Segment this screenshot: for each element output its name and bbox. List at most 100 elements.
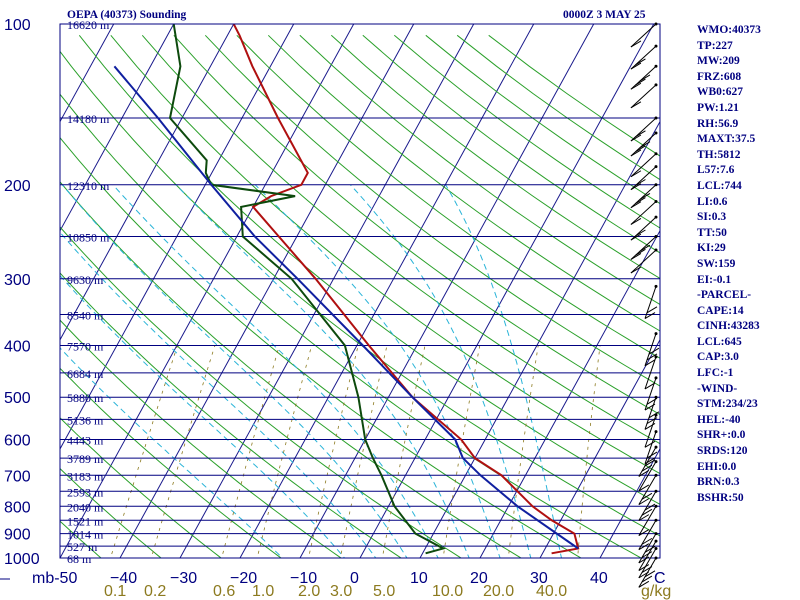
wind-barb bbox=[630, 215, 658, 241]
wind-barb-staff bbox=[630, 153, 657, 178]
height-label: 9630 m bbox=[67, 273, 104, 287]
wind-barb-feather bbox=[644, 545, 656, 553]
wind-barb bbox=[638, 556, 658, 588]
mixing-ratio-label: g/kg bbox=[641, 583, 671, 600]
wind-barb bbox=[638, 445, 658, 477]
mixing-ratio-label: 20.0 bbox=[483, 583, 514, 600]
mixing-ratio-label: 2.0 bbox=[298, 583, 320, 600]
wind-barb-staff bbox=[630, 236, 657, 260]
index-value: PW:1.21 bbox=[697, 101, 739, 114]
wind-barb-staff bbox=[630, 117, 657, 142]
index-value: LFC:-1 bbox=[697, 367, 734, 380]
parcel-profile bbox=[113, 65, 579, 550]
dry-adiabat-line bbox=[60, 226, 462, 558]
mixing-ratio-line bbox=[308, 345, 359, 558]
wind-barb-feather bbox=[638, 564, 650, 571]
mixing-ratio-label: 10.0 bbox=[432, 583, 463, 600]
mixing-ratio-label: 0.2 bbox=[144, 583, 166, 600]
wind-barb-staff bbox=[630, 166, 657, 191]
wind-barb-origin bbox=[654, 248, 658, 252]
isotherm-line bbox=[299, 24, 595, 558]
wind-barb-feather bbox=[630, 149, 642, 157]
index-value: TT:50 bbox=[697, 226, 727, 239]
wind-barb-staff bbox=[630, 216, 657, 241]
wind-barb bbox=[638, 518, 658, 551]
index-value: LCL:645 bbox=[697, 335, 742, 348]
wind-barb bbox=[630, 116, 658, 142]
height-label: 1521 m bbox=[67, 514, 104, 528]
dry-adiabat-line bbox=[60, 181, 522, 558]
wind-barb-origin bbox=[654, 284, 658, 288]
index-value: SI:0.3 bbox=[697, 211, 727, 224]
mixing-ratio-line bbox=[507, 345, 539, 558]
wind-barb bbox=[630, 234, 658, 260]
mixing-ratio-label: 3.0 bbox=[330, 583, 352, 600]
wind-barb-origin bbox=[654, 445, 658, 449]
wind-barb-origin bbox=[654, 200, 658, 204]
height-label: 68 m bbox=[67, 552, 92, 566]
index-value: -PARCEL- bbox=[697, 289, 752, 302]
wind-barb-staff bbox=[630, 249, 657, 274]
wind-barb-origin bbox=[654, 165, 658, 169]
wind-barb-origin bbox=[654, 183, 658, 187]
wind-barb-staff bbox=[630, 45, 657, 70]
index-value: LCL:744 bbox=[697, 179, 742, 192]
mixing-ratio-line bbox=[577, 345, 601, 558]
wind-barb-feather bbox=[635, 229, 646, 237]
index-value: TP:227 bbox=[697, 39, 733, 52]
dry-adiabat-line bbox=[60, 93, 643, 558]
wind-barb-feather bbox=[630, 82, 642, 90]
isotherm-line bbox=[60, 24, 235, 341]
wind-barb-feather bbox=[644, 503, 656, 511]
dry-adiabat-line bbox=[60, 272, 402, 558]
wind-barb-origin bbox=[654, 473, 658, 477]
index-value: BRN:0.3 bbox=[697, 476, 740, 489]
mixing-ratio-line bbox=[256, 345, 312, 558]
index-value: WB0:627 bbox=[697, 86, 743, 99]
wind-barb-feather bbox=[638, 529, 650, 537]
chart-time: 0000Z 3 MAY 25 bbox=[563, 9, 646, 21]
wind-barb-feather bbox=[635, 197, 646, 205]
wind-barb-staff bbox=[638, 520, 657, 550]
wind-barb-origin bbox=[654, 430, 658, 434]
sounding-profiles bbox=[113, 24, 580, 555]
wind-barb-feather bbox=[630, 40, 642, 48]
wind-barb bbox=[630, 131, 658, 157]
dry-adiabat-line bbox=[60, 50, 660, 537]
wind-barb-feather bbox=[639, 193, 651, 200]
index-value: CINH:43283 bbox=[697, 320, 760, 333]
isotherm-line bbox=[599, 447, 660, 558]
index-value: EHI:0.0 bbox=[697, 460, 737, 473]
temperature-tick-label: 40 bbox=[590, 570, 608, 587]
wind-barb-feather bbox=[635, 58, 646, 66]
dry-adiabat-line bbox=[60, 467, 162, 558]
wind-barb-feather bbox=[630, 253, 642, 260]
wind-barb-feather bbox=[635, 248, 646, 256]
wind-barb-feather bbox=[646, 306, 658, 314]
wind-barb-feather bbox=[641, 508, 653, 516]
dry-adiabat-line bbox=[330, 34, 660, 280]
wind-barb-origin bbox=[654, 539, 658, 543]
temperature-tick-label: 0 bbox=[350, 570, 359, 587]
wind-barb-feather bbox=[638, 580, 650, 588]
pressure-tick-label: 600 bbox=[4, 433, 31, 450]
wind-barb-staff bbox=[638, 475, 657, 505]
height-label: 12310 m bbox=[67, 179, 110, 193]
wind-barb-feather bbox=[630, 183, 642, 191]
wind-barb bbox=[630, 165, 658, 191]
wind-barb-feather bbox=[639, 244, 651, 252]
wind-barb-feather bbox=[641, 537, 653, 545]
wind-barb-staff bbox=[638, 505, 657, 536]
wind-barb-feather bbox=[630, 101, 642, 109]
wind-barb-origin bbox=[654, 489, 658, 493]
isotherm-line bbox=[359, 24, 655, 558]
index-value: MW:209 bbox=[697, 55, 740, 68]
wind-barb-staff bbox=[644, 431, 657, 465]
wind-barb-origin bbox=[654, 460, 658, 464]
wind-barb-origin bbox=[654, 234, 658, 238]
wind-barb-feather bbox=[644, 440, 656, 448]
wind-barb-origin bbox=[654, 556, 658, 560]
dry-adiabat-line bbox=[236, 34, 660, 359]
wind-barb-feather bbox=[641, 464, 653, 472]
index-value: CAPE:14 bbox=[697, 304, 744, 317]
